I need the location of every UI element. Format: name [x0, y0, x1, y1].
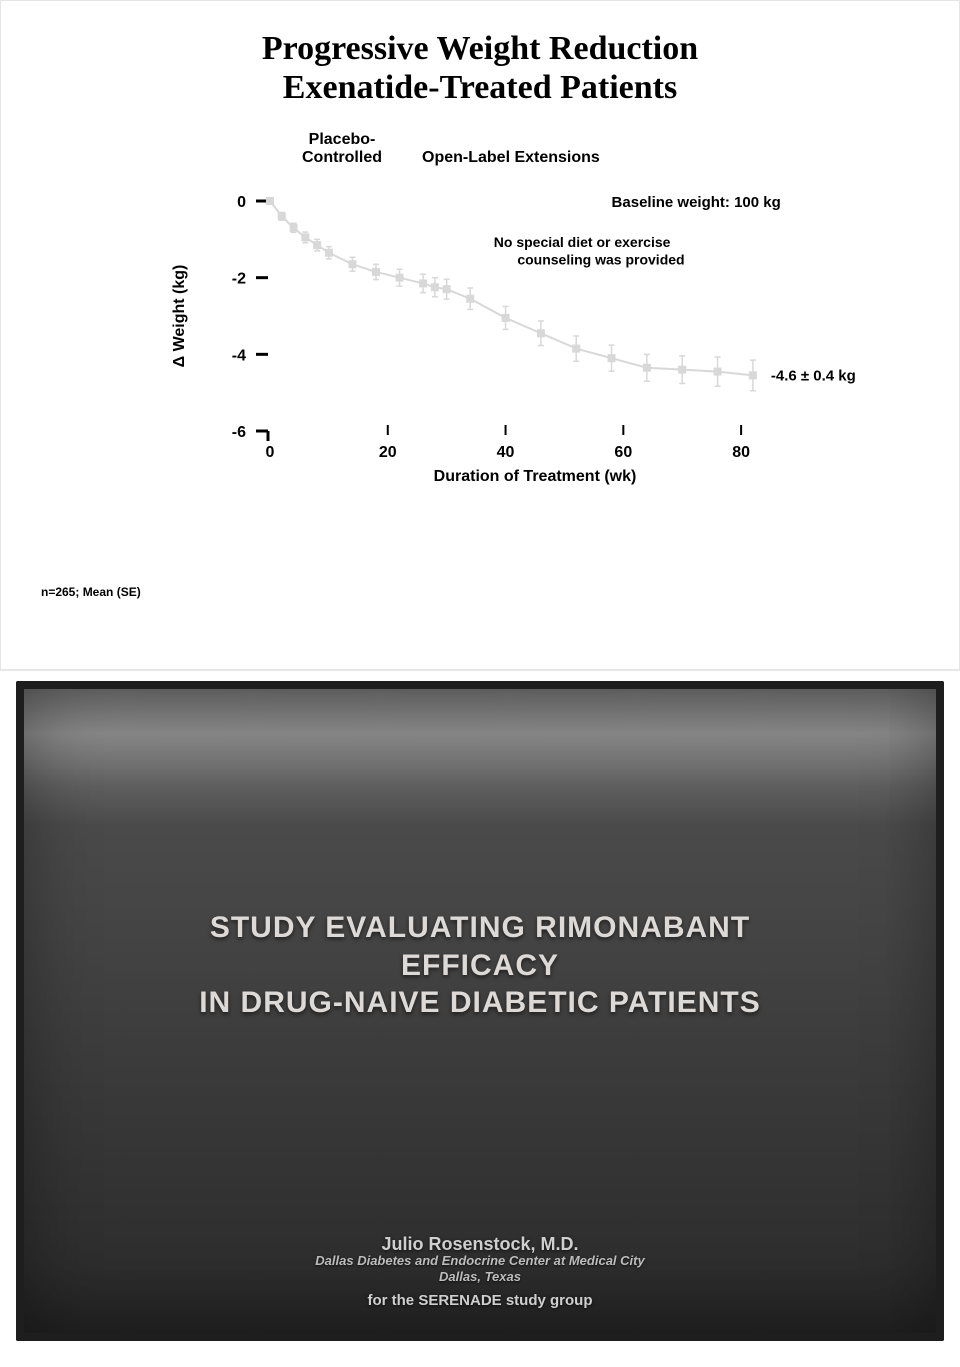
svg-text:counseling was provided: counseling was provided: [517, 251, 684, 267]
chart-container: Placebo- Controlled Open-Label Extension…: [100, 131, 860, 491]
serenade-title-line2: EFFICACY: [16, 947, 944, 985]
slide-weight-reduction: Progressive Weight Reduction Exenatide-T…: [0, 0, 960, 670]
affil-line2: Dallas, Texas: [16, 1269, 944, 1285]
svg-text:No special diet or exercise: No special diet or exercise: [494, 234, 671, 250]
svg-text:-6: -6: [232, 424, 246, 441]
svg-text:20: 20: [379, 444, 397, 461]
svg-text:60: 60: [614, 444, 632, 461]
serenade-title-line3: IN DRUG-NAIVE DIABETIC PATIENTS: [16, 984, 944, 1022]
svg-text:-4.6 ± 0.4 kg: -4.6 ± 0.4 kg: [771, 368, 856, 385]
svg-text:0: 0: [266, 444, 275, 461]
serenade-title-line1: STUDY EVALUATING RIMONABANT: [16, 909, 944, 947]
svg-text:40: 40: [497, 444, 515, 461]
svg-text:Duration of Treatment (wk): Duration of Treatment (wk): [434, 468, 637, 485]
weight-chart: 0 -2 -4 -6 0 20 40 60 80 Duration of Treatment (w…: [100, 131, 860, 491]
affil-line1: Dallas Diabetes and Endocrine Center at …: [16, 1253, 944, 1269]
svg-text:-4: -4: [232, 348, 246, 365]
phase-openlabel-label: Open-Label Extensions: [422, 149, 600, 167]
serenade-title-slide: STUDY EVALUATING RIMONABANT EFFICACY IN …: [16, 681, 944, 1341]
phase-placebo-label: Placebo- Controlled: [282, 131, 402, 167]
svg-text:Baseline weight: 100 kg: Baseline weight: 100 kg: [612, 194, 781, 211]
serenade-group: for the SERENADE study group: [16, 1292, 944, 1309]
serenade-affiliation: Dallas Diabetes and Endocrine Center at …: [16, 1253, 944, 1286]
slide1-title: Progressive Weight Reduction Exenatide-T…: [1, 29, 959, 107]
svg-text:Δ Weight (kg): Δ Weight (kg): [171, 265, 188, 368]
svg-text:-2: -2: [232, 271, 246, 288]
svg-text:0: 0: [237, 194, 246, 211]
slide-serenade: STUDY EVALUATING RIMONABANT EFFICACY IN …: [0, 671, 960, 1361]
serenade-title: STUDY EVALUATING RIMONABANT EFFICACY IN …: [16, 909, 944, 1022]
footer-note: n=265; Mean (SE): [41, 585, 141, 599]
title-line2: Exenatide-Treated Patients: [1, 68, 959, 107]
title-line1: Progressive Weight Reduction: [1, 29, 959, 68]
svg-text:80: 80: [732, 444, 750, 461]
